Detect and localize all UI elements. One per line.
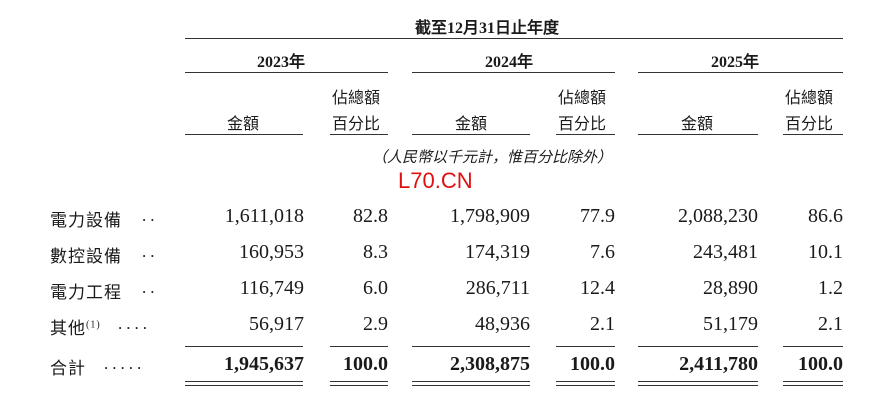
total-pct-2023: 100.0 [343,353,388,375]
watermark: L70.CN [398,168,473,193]
cell-pct-2025: 2.1 [818,313,843,335]
subtotal-line-pct-2023 [330,346,388,347]
total-amount-2023: 1,945,637 [224,353,304,375]
footnote-marker: (1) [86,319,101,331]
cell-pct-2025: 86.6 [808,205,843,227]
double-rule-2-amount-2023 [185,385,303,386]
cell-amount-2023: 1,611,018 [224,205,304,227]
amount-header-2024: 金額 [455,116,488,133]
cell-amount-2025: 243,481 [693,241,758,263]
period-header: 截至12月31日止年度 [415,20,560,37]
pct-header-line1-2024: 佔總額 [558,90,607,107]
subtotal-line-pct-2024 [556,346,615,347]
total-pct-2025: 100.0 [798,353,843,375]
cell-pct-2025: 1.2 [818,277,843,299]
cell-amount-2024: 48,936 [475,313,530,335]
row-label-text: 其他 [50,319,86,338]
double-rule-1-pct-2024 [556,381,615,382]
pct-underline-2024 [556,134,615,135]
row-leader-dots: .. [142,242,159,261]
cell-pct-2024: 2.1 [590,313,615,335]
pct-header-line2-2023: 百分比 [332,116,381,133]
double-rule-1-pct-2023 [330,381,388,382]
year-2023-underline [185,72,388,73]
pct-header-line1-2025: 佔總額 [785,90,834,107]
double-rule-2-pct-2025 [783,385,843,386]
amount-underline-2024 [412,134,530,135]
cell-pct-2025: 10.1 [808,241,843,263]
double-rule-2-pct-2023 [330,385,388,386]
total-amount-2025: 2,411,780 [679,353,758,375]
cell-pct-2024: 7.6 [590,241,615,263]
cell-pct-2024: 77.9 [580,205,615,227]
year-2023-header: 2023年 [257,54,306,71]
subtotal-line-amount-2023 [185,346,303,347]
total-pct-2024: 100.0 [570,353,615,375]
row-leader-dots: .. [142,278,159,297]
cell-pct-2023: 82.8 [353,205,388,227]
cell-amount-2023: 116,749 [239,277,304,299]
amount-header-2025: 金額 [681,116,714,133]
cell-amount-2025: 28,890 [703,277,758,299]
cell-amount-2023: 160,953 [239,241,304,263]
double-rule-1-pct-2025 [783,381,843,382]
double-rule-2-amount-2025 [638,385,758,386]
double-rule-1-amount-2023 [185,381,303,382]
year-2025-header: 2025年 [711,54,760,71]
cell-amount-2025: 2,088,230 [678,205,758,227]
pct-underline-2023 [330,134,388,135]
cell-pct-2023: 2.9 [363,313,388,335]
row-leader-dots: .. [142,206,159,225]
row-label: 其他(1) [50,314,101,339]
cell-amount-2025: 51,179 [703,313,758,335]
period-underline [185,38,843,39]
row-label: 數控設備 [50,247,122,266]
total-label: 合計 [50,359,86,378]
cell-pct-2023: 8.3 [363,241,388,263]
year-2024-underline [412,72,615,73]
cell-amount-2024: 286,711 [465,277,530,299]
row-leader-dots: .... [118,314,151,333]
row-label: 電力設備 [50,211,122,230]
row-label: 電力工程 [50,283,122,302]
subtotal-line-pct-2025 [783,346,843,347]
year-2025-underline [638,72,843,73]
cell-amount-2024: 174,319 [465,241,530,263]
double-rule-2-amount-2024 [412,385,530,386]
double-rule-1-amount-2025 [638,381,758,382]
pct-header-line2-2024: 百分比 [558,116,607,133]
subtotal-line-amount-2025 [638,346,758,347]
amount-header-2023: 金額 [227,116,260,133]
cell-pct-2024: 12.4 [580,277,615,299]
pct-underline-2025 [783,134,843,135]
unit-note: （人民幣以千元計，惟百分比除外） [372,150,613,166]
subtotal-line-amount-2024 [412,346,530,347]
row-leader-dots: ..... [104,354,146,373]
cell-amount-2023: 56,917 [249,313,304,335]
pct-header-line2-2025: 百分比 [785,116,834,133]
cell-amount-2024: 1,798,909 [450,205,530,227]
amount-underline-2023 [185,134,303,135]
double-rule-1-amount-2024 [412,381,530,382]
cell-pct-2023: 6.0 [363,277,388,299]
double-rule-2-pct-2024 [556,385,615,386]
year-2024-header: 2024年 [485,54,534,71]
amount-underline-2025 [638,134,758,135]
pct-header-line1-2023: 佔總額 [332,90,381,107]
total-amount-2024: 2,308,875 [450,353,530,375]
